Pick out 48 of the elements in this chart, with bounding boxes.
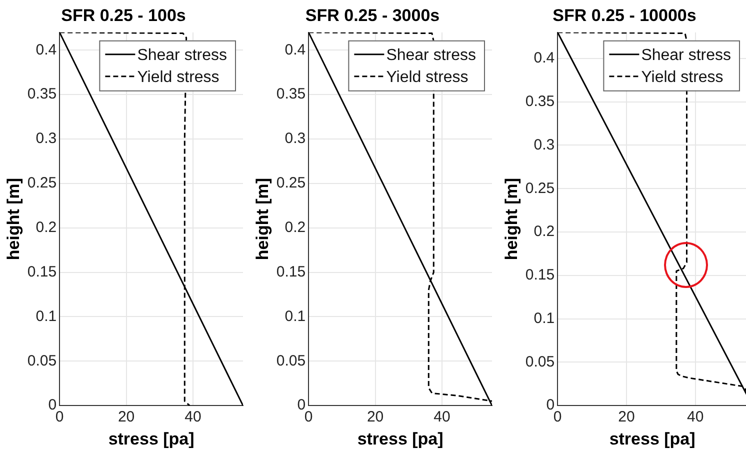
y-tick-label: 0.05 [276,352,306,370]
y-tick-label: 0 [546,396,555,414]
y-tick-label: 0.05 [27,352,57,370]
y-tick-label: 0.25 [27,174,57,192]
chart-title: SFR 0.25 - 3000s [305,6,440,25]
y-tick-label: 0.35 [525,92,555,110]
legend-label: Shear stress [641,46,731,64]
y-tick-label: 0.15 [27,263,57,280]
y-tick-label: 0.2 [284,219,306,236]
y-tick-label: 0.1 [284,308,306,325]
y-tick-label: 0.3 [36,130,57,148]
y-tick-label: 0.25 [525,180,555,197]
chart-title: SFR 0.25 - 100s [61,6,186,25]
y-tick-label: 0.1 [534,310,555,327]
y-axis-title: height [m] [4,178,23,260]
x-axis-title: stress [pa] [357,429,444,448]
y-tick-label: 0.05 [525,353,555,370]
y-tick-label: 0.2 [534,223,555,240]
x-tick-label: 20 [118,408,135,426]
y-tick-label: 0.15 [525,266,555,284]
x-tick-label: 20 [618,408,635,426]
legend-label: Shear stress [137,46,227,64]
y-tick-label: 0.3 [284,130,306,148]
y-tick-label: 0 [297,396,306,414]
y-tick-label: 0.25 [276,174,306,192]
legend-label: Shear stress [386,46,476,64]
legend-label: Yield stress [137,68,220,86]
y-axis-title: height [m] [252,178,272,260]
y-tick-label: 0.4 [284,41,306,58]
y-tick-label: 0.2 [36,219,57,236]
y-tick-label: 0.35 [276,86,306,103]
x-tick-label: 40 [184,408,202,426]
y-tick-label: 0.4 [36,41,57,58]
y-tick-label: 0.35 [27,86,57,103]
legend-label: Yield stress [641,68,724,86]
x-tick-label: 40 [434,408,450,426]
y-tick-label: 0.1 [36,308,57,325]
legend-label: Yield stress [386,68,468,86]
y-tick-label: 0 [48,396,57,414]
x-tick-label: 20 [366,408,384,426]
x-axis-title: stress [pa] [609,429,696,448]
y-tick-label: 0.4 [534,50,555,67]
y-axis-title: height [m] [502,178,521,260]
y-tick-label: 0.15 [276,263,306,280]
y-tick-label: 0.3 [534,136,555,154]
x-tick-label: 40 [687,408,704,426]
chart-title: SFR 0.25 - 10000s [552,6,696,25]
x-axis-title: stress [pa] [108,429,194,448]
